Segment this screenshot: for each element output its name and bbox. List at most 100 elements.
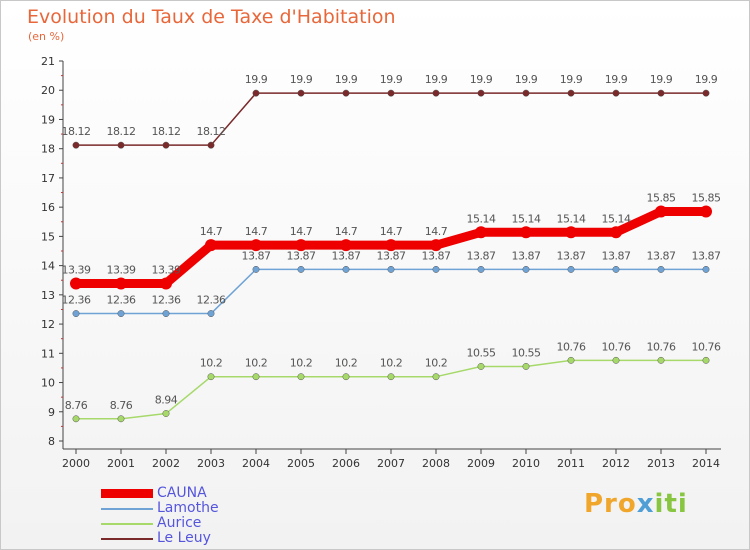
x-tick-label: 2004 (242, 457, 270, 470)
legend-item-lamothe[interactable]: Lamothe (101, 500, 301, 516)
data-point-lamothe (117, 310, 125, 318)
data-point-cauna (610, 226, 622, 239)
data-label-aurice: 10.2 (200, 357, 223, 370)
data-label-lamothe: 13.87 (332, 249, 361, 262)
data-point-lamothe (297, 265, 305, 273)
legend-label-cauna: CAUNA (157, 485, 207, 501)
data-label-cauna: 15.14 (557, 212, 586, 225)
data-label-cauna: 14.7 (245, 225, 268, 238)
data-point-cauna (655, 205, 667, 218)
data-point-le-leuy (72, 141, 80, 149)
legend-item-le-leuy[interactable]: Le Leuy (101, 530, 301, 546)
data-point-aurice (117, 415, 125, 423)
data-label-aurice: 10.2 (335, 357, 358, 370)
data-label-le-leuy: 19.9 (380, 73, 403, 86)
x-tick-label: 2003 (197, 457, 225, 470)
data-label-lamothe: 13.87 (647, 249, 676, 262)
legend-item-cauna[interactable]: CAUNA (101, 485, 301, 501)
data-label-le-leuy: 19.9 (650, 73, 673, 86)
data-point-lamothe (657, 265, 665, 273)
y-tick-label: 16 (41, 201, 55, 214)
data-point-cauna (430, 239, 442, 252)
legend: CAUNA Lamothe Aurice Le Leuy (101, 485, 301, 546)
legend-item-aurice[interactable]: Aurice (101, 515, 301, 531)
logo-part-pro: Pro (584, 489, 637, 519)
data-point-cauna (520, 226, 532, 239)
data-label-aurice: 10.76 (602, 340, 631, 353)
data-point-le-leuy (117, 141, 125, 149)
data-label-le-leuy: 18.12 (152, 125, 181, 138)
data-label-le-leuy: 18.12 (62, 125, 91, 138)
data-point-lamothe (522, 265, 530, 273)
data-point-aurice (522, 363, 530, 370)
data-label-aurice: 10.2 (425, 357, 448, 370)
data-label-lamothe: 12.36 (62, 294, 91, 307)
data-point-aurice (342, 373, 350, 381)
y-tick-label: 13 (41, 289, 55, 302)
x-tick-label: 2005 (287, 457, 315, 470)
x-tick-label: 2010 (512, 457, 540, 470)
y-tick-label: 14 (41, 260, 55, 273)
data-label-aurice: 8.76 (65, 399, 88, 412)
data-label-aurice: 10.2 (290, 357, 313, 370)
data-label-lamothe: 13.87 (692, 249, 721, 262)
data-label-le-leuy: 19.9 (515, 73, 538, 86)
data-label-cauna: 14.7 (200, 225, 223, 238)
data-label-cauna: 14.7 (290, 225, 313, 238)
data-label-lamothe: 13.87 (377, 249, 406, 262)
data-label-le-leuy: 19.9 (290, 73, 313, 86)
data-point-aurice (72, 415, 80, 423)
data-point-lamothe (387, 265, 395, 273)
data-point-cauna (115, 277, 127, 290)
x-tick-label: 2009 (467, 457, 495, 470)
data-point-le-leuy (567, 89, 575, 97)
y-tick-label: 9 (48, 406, 55, 419)
x-tick-label: 2001 (107, 457, 135, 470)
data-point-le-leuy (702, 89, 710, 97)
data-point-aurice (477, 363, 485, 370)
logo-part-x: x (636, 489, 655, 519)
data-point-cauna (385, 239, 397, 252)
legend-label-lamothe: Lamothe (157, 500, 219, 516)
data-point-cauna (340, 239, 352, 252)
legend-swatch-aurice (101, 523, 153, 525)
data-point-cauna (160, 277, 172, 290)
data-label-le-leuy: 19.9 (335, 73, 358, 86)
data-point-cauna (565, 226, 577, 239)
data-label-lamothe: 13.87 (287, 249, 316, 262)
legend-swatch-cauna (101, 489, 153, 498)
data-label-lamothe: 13.87 (422, 249, 451, 262)
data-point-lamothe (207, 310, 215, 318)
x-tick-label: 2000 (62, 457, 90, 470)
data-label-aurice: 8.76 (110, 399, 133, 412)
data-label-lamothe: 13.87 (467, 249, 496, 262)
data-point-lamothe (567, 265, 575, 273)
x-tick-label: 2007 (377, 457, 405, 470)
data-point-le-leuy (162, 141, 170, 149)
x-tick-label: 2014 (692, 457, 720, 470)
data-point-lamothe (252, 265, 260, 273)
data-label-cauna: 13.39 (152, 263, 181, 276)
data-label-aurice: 10.2 (380, 357, 403, 370)
chart-title: Evolution du Taux de Taxe d'Habitation (27, 6, 396, 28)
data-point-aurice (567, 356, 575, 364)
data-point-lamothe (342, 265, 350, 273)
data-label-lamothe: 12.36 (107, 294, 136, 307)
data-point-aurice (432, 373, 440, 381)
y-tick-label: 12 (41, 318, 55, 331)
y-tick-label: 20 (41, 84, 55, 97)
data-label-aurice: 10.76 (557, 340, 586, 353)
data-point-aurice (207, 373, 215, 381)
y-tick-label: 10 (41, 377, 55, 390)
x-tick-label: 2011 (557, 457, 585, 470)
data-label-aurice: 10.55 (512, 346, 541, 359)
x-tick-label: 2012 (602, 457, 630, 470)
data-point-le-leuy (522, 89, 530, 97)
data-label-aurice: 10.55 (467, 346, 496, 359)
data-point-le-leuy (477, 89, 485, 97)
data-label-cauna: 15.14 (512, 212, 541, 225)
data-label-lamothe: 13.87 (602, 249, 631, 262)
chart-unit: (en %) (28, 30, 65, 43)
y-tick-label: 21 (41, 55, 55, 68)
